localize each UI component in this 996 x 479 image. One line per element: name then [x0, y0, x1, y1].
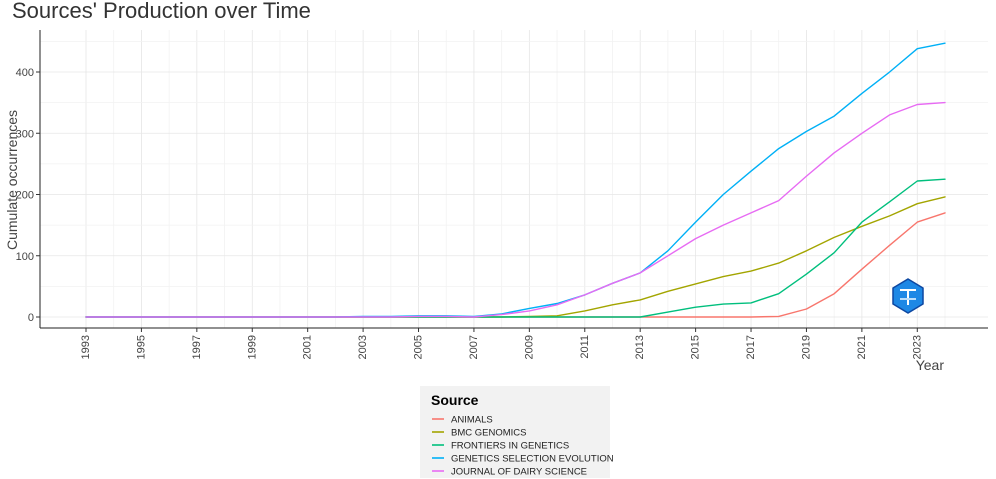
watermark: [892, 278, 924, 314]
grid: [40, 30, 988, 328]
legend-item-label: GENETICS SELECTION EVOLUTION: [451, 454, 614, 465]
x-tick-label: 2015: [690, 335, 702, 359]
x-ticks: 1993 1995 1997 1999 2001 2003 2005 2007 2009 2011…: [80, 328, 923, 359]
x-tick-label: 1995: [135, 335, 147, 359]
x-tick-label: 2007: [468, 335, 480, 359]
x-tick-label: 2023: [911, 335, 923, 359]
x-tick-label: 2011: [579, 335, 591, 359]
series-layer: [85, 42, 946, 318]
series-line-animals: [85, 212, 946, 318]
series-line-frontiers-in-genetics: [85, 178, 946, 318]
y-tick-label: 400: [16, 67, 34, 79]
y-tick-label: 300: [16, 128, 34, 140]
x-tick-label: 2009: [523, 335, 535, 359]
y-tick-label: 100: [16, 251, 34, 263]
x-tick-label: 2019: [800, 335, 812, 359]
x-axis-title: Year: [916, 357, 945, 373]
y-tick-label: 200: [16, 190, 34, 202]
chart-title: Sources' Production over Time: [12, 0, 311, 23]
series-line-bmc-genomics: [85, 196, 946, 318]
x-tick-label: 2003: [357, 335, 369, 359]
x-tick-label: 2013: [634, 335, 646, 359]
watermark-mark-bar: [900, 289, 916, 291]
y-ticks: 0 100 200 300 400: [16, 67, 40, 324]
x-tick-label: 1997: [191, 335, 203, 359]
series-line-genetics-selection-evolution: [85, 42, 946, 318]
series-line-journal-of-dairy-science: [85, 101, 946, 318]
legend-background: [420, 386, 610, 478]
legend: Source ANIMALS BMC GENOMICS FRONTIERS IN G…: [420, 386, 614, 478]
x-tick-label: 1993: [80, 335, 92, 359]
x-tick-label: 2021: [856, 335, 868, 359]
y-tick-label: 0: [28, 312, 34, 324]
legend-item-label: ANIMALS: [451, 415, 493, 426]
y-axis-title: Cumulate occurrences: [4, 110, 20, 250]
x-tick-label: 2017: [745, 335, 757, 359]
x-tick-label: 1999: [246, 335, 258, 359]
x-tick-label: 2005: [413, 335, 425, 359]
legend-title: Source: [431, 392, 479, 408]
legend-item-label: JOURNAL OF DAIRY SCIENCE: [451, 467, 587, 478]
legend-items: ANIMALS BMC GENOMICS FRONTIERS IN GENETICS…: [432, 415, 614, 478]
legend-item-label: FRONTIERS IN GENETICS: [451, 441, 569, 452]
legend-item-label: BMC GENOMICS: [451, 428, 526, 439]
x-tick-label: 2001: [302, 335, 314, 359]
watermark-mark-base: [900, 298, 916, 300]
